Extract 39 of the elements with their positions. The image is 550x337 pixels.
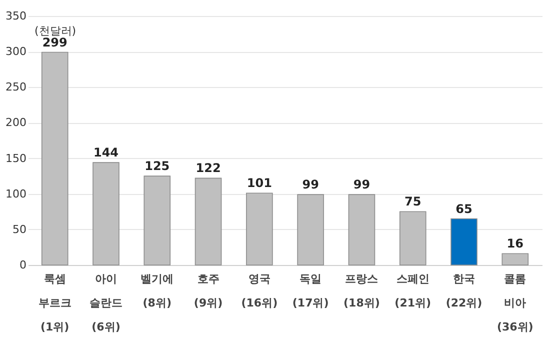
x-tick-label: 독일 (17위) (292, 272, 329, 310)
data-label: 125 (144, 159, 170, 174)
y-tick-label: 350 (6, 10, 26, 22)
data-label: 99 (353, 178, 370, 192)
bar (92, 162, 120, 266)
bar (144, 176, 171, 266)
x-tick-label: 영국 (16위) (241, 272, 278, 310)
y-tick-label: 100 (6, 187, 26, 200)
x-tick-label: 프랑스 (18위) (344, 272, 380, 310)
bar (246, 192, 273, 266)
y-tick-label: 200 (6, 116, 26, 130)
y-tick-label: 50 (12, 222, 26, 236)
bar (399, 211, 426, 266)
bar (348, 194, 376, 266)
data-label: 99 (302, 178, 319, 192)
x-tick-label: 아이 슬란드 (6위) (89, 272, 122, 334)
data-label: 16 (506, 236, 524, 251)
y-tick-label: 0 (20, 258, 26, 272)
bar (297, 194, 324, 266)
bar (194, 178, 222, 266)
y-tick-label: 150 (6, 152, 26, 165)
x-tick-label: 호주 (9위) (194, 272, 223, 310)
x-tick-label: 한국 (22위) (446, 272, 482, 310)
x-tick-label: 벨기에 (8위) (140, 272, 174, 310)
y-axis-title: (천달러) (34, 24, 76, 38)
bar (41, 52, 68, 266)
x-tick-label: 스페인 (21위) (394, 272, 432, 310)
y-tick-label: 300 (6, 45, 26, 58)
data-label: 122 (196, 161, 221, 176)
data-label: 75 (404, 194, 422, 209)
data-label: 144 (93, 146, 119, 160)
bar (502, 253, 529, 266)
data-label: 65 (456, 202, 472, 216)
data-label: 299 (42, 35, 68, 50)
y-tick-label: 250 (6, 80, 26, 94)
x-tick-label: 콜롬 비아 (36위) (496, 272, 534, 334)
bar (450, 218, 478, 266)
x-tick-label: 룩셈 부르크 (1위) (38, 272, 72, 334)
data-label: 101 (246, 176, 272, 190)
